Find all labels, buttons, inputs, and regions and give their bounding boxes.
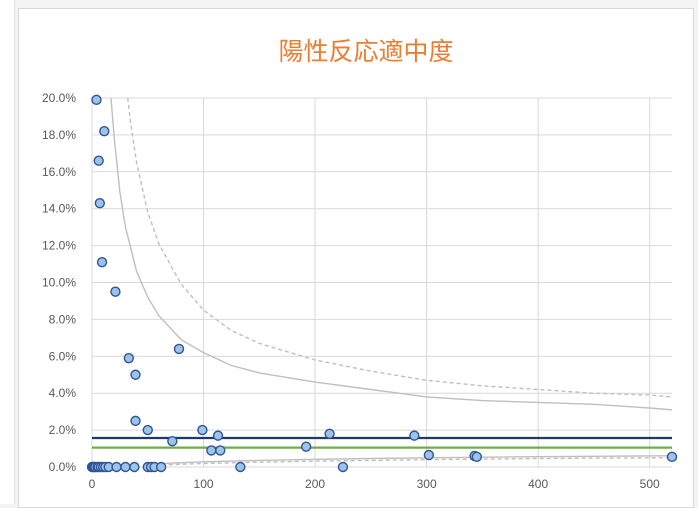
data-point xyxy=(173,343,185,355)
data-point xyxy=(96,257,108,268)
funnel-limit-dashed xyxy=(127,97,673,398)
y-axis-tick-labels: 0.0% 2.0% 4.0% 6.0% 8.0% 10.0% 12.0% 14.0% 16.0%… xyxy=(42,91,76,474)
data-point xyxy=(129,461,140,473)
data-point xyxy=(123,352,135,364)
data-point xyxy=(471,451,483,463)
y-tick-label: 16.0% xyxy=(42,165,76,179)
reference-lines xyxy=(92,436,672,449)
x-tick-label: 0 xyxy=(89,477,96,491)
x-tick-label: 300 xyxy=(417,477,437,491)
x-tick-label: 400 xyxy=(528,477,548,491)
data-point xyxy=(409,430,420,441)
data-point xyxy=(212,430,224,441)
x-tick-label: 100 xyxy=(194,477,214,491)
x-axis-tick-labels: 0 100 200 300 400 500 xyxy=(89,477,660,491)
data-point xyxy=(130,415,141,427)
y-tick-label: 14.0% xyxy=(42,202,76,216)
data-point xyxy=(167,435,178,447)
data-point xyxy=(130,369,141,380)
y-tick-label: 6.0% xyxy=(49,349,77,363)
left-panel-edge xyxy=(0,0,15,504)
funnel-curves xyxy=(110,97,673,467)
chart-title: 陽性反応適中度 xyxy=(278,37,453,66)
funnel-limit-solid xyxy=(110,97,673,411)
data-point xyxy=(215,445,226,456)
y-tick-label: 18.0% xyxy=(42,128,76,142)
data-point xyxy=(423,449,435,461)
data-point xyxy=(337,461,349,473)
data-point xyxy=(91,94,102,106)
data-point xyxy=(300,441,312,452)
y-tick-label: 10.0% xyxy=(42,276,76,290)
chart-area[interactable] xyxy=(18,8,694,508)
data-point xyxy=(324,428,335,439)
gridlines xyxy=(91,97,672,468)
x-tick-label: 200 xyxy=(305,477,325,491)
y-tick-label: 4.0% xyxy=(49,386,77,400)
data-point xyxy=(94,197,106,209)
data-point xyxy=(206,445,217,456)
data-point xyxy=(155,461,167,473)
funnel-limit-dashed xyxy=(147,456,673,467)
y-tick-label: 12.0% xyxy=(42,239,76,253)
y-tick-label: 20.0% xyxy=(42,91,76,105)
y-tick-label: 2.0% xyxy=(49,423,77,437)
data-point xyxy=(99,126,110,137)
data-point xyxy=(111,461,122,473)
data-point xyxy=(93,155,104,166)
data-point xyxy=(197,424,208,436)
data-point xyxy=(110,286,121,297)
funnel-limit-solid xyxy=(147,455,673,465)
data-point xyxy=(120,461,131,473)
data-points xyxy=(86,94,678,473)
x-tick-label: 500 xyxy=(640,477,660,491)
data-point xyxy=(142,424,153,436)
y-tick-label: 8.0% xyxy=(49,312,77,326)
data-point xyxy=(666,451,678,463)
data-point xyxy=(235,461,246,473)
y-tick-label: 0.0% xyxy=(49,460,77,474)
